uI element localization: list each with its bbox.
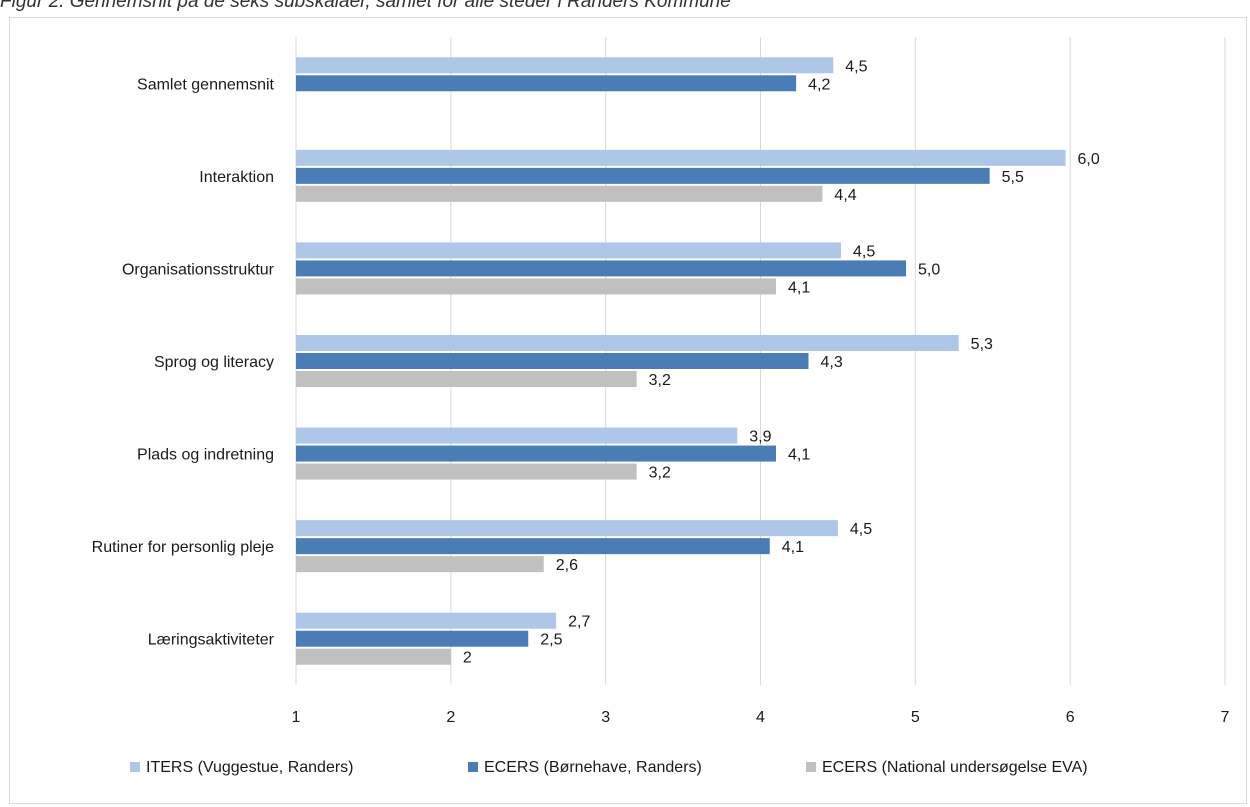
bar [296,185,823,202]
data-label: 4,5 [845,58,867,75]
category-label: Sprog og literacy [154,354,274,371]
legend-label: ECERS (National undersøgelse EVA) [822,759,1088,776]
bar [296,556,544,573]
bar [296,260,907,277]
bar [296,630,529,647]
bar [296,538,770,555]
data-label: 4,3 [820,354,842,371]
data-label: 4,1 [788,279,810,296]
data-label: 3,9 [749,429,771,446]
data-label: 5,5 [1002,169,1024,186]
data-label: 5,3 [971,336,993,353]
data-label: 4,5 [850,521,872,538]
data-label: 3,2 [649,465,671,482]
data-label: 2 [463,650,472,667]
x-tick-label: 7 [1221,709,1230,726]
data-label: 5,0 [918,261,940,278]
bar [296,242,842,259]
data-label: 2,6 [556,557,578,574]
bar [296,612,557,629]
bar [296,427,738,444]
category-label: Organisationsstruktur [122,261,275,278]
legend-swatch [130,762,140,772]
legend-label: ITERS (Vuggestue, Randers) [146,759,354,776]
bar [296,445,776,462]
chart-frame [9,17,1247,804]
data-label: 4,2 [808,76,830,93]
bar [296,149,1066,166]
legend-label: ECERS (Børnehave, Randers) [484,759,702,776]
x-tick-label: 1 [292,709,301,726]
bar [296,353,809,369]
data-label: 4,1 [788,447,810,464]
bar [296,463,637,480]
x-tick-label: 4 [756,709,765,726]
category-label: Samlet gennemsnit [137,76,275,93]
data-label: 2,5 [540,632,562,649]
bar [296,167,990,184]
data-label: 4,1 [782,539,804,556]
data-label: 3,2 [649,372,671,389]
x-tick-label: 6 [1066,709,1075,726]
category-label: Rutiner for personlig pleje [92,539,274,556]
category-label: Interaktion [199,169,274,186]
chart-title: Figur 2. Gennemsnit på de seks subskalae… [0,0,731,12]
data-label: 4,4 [834,187,856,204]
bar [296,278,776,295]
bar [296,371,637,387]
bar [296,520,838,537]
x-tick-label: 5 [911,709,920,726]
bar [296,75,797,92]
x-tick-label: 2 [446,709,455,726]
data-label: 2,7 [568,614,590,631]
data-label: 4,5 [853,243,875,260]
legend-swatch [468,762,478,772]
bar [296,57,834,74]
data-label: 6,0 [1078,151,1100,168]
legend-swatch [806,762,816,772]
x-tick-label: 3 [601,709,610,726]
category-label: Læringsaktiviteter [148,632,275,649]
bar [296,648,451,665]
category-label: Plads og indretning [137,447,274,464]
bar [296,335,959,351]
